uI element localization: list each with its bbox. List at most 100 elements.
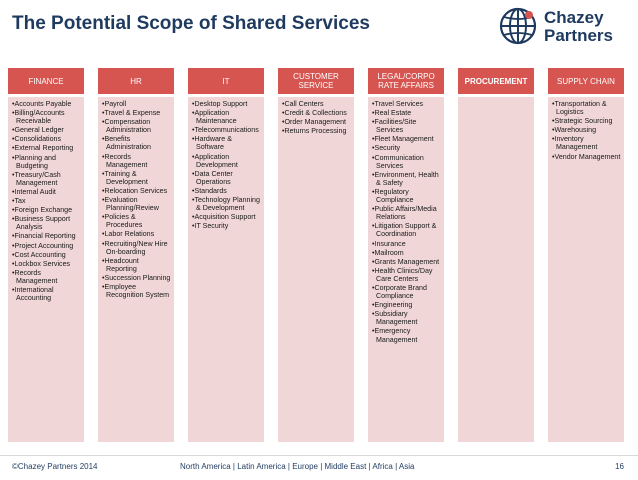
list-item: •Application Development: [192, 152, 238, 169]
column-body: •Travel Services •Real Estate •Facilities/…: [368, 97, 444, 442]
column-heading: IT: [188, 68, 264, 94]
list-item: •IT Security: [192, 222, 229, 231]
list-item: •Records Management: [12, 268, 58, 285]
column-finance: FINANCE •Accounts Payable •Billing/Account…: [8, 68, 84, 442]
list-item: •Standards: [192, 186, 227, 195]
column-body: •Transportation & Logistics •Strategic So…: [548, 97, 624, 442]
column-customer-service: CUSTOMER SERVICE •Call Centers •Credit & C…: [278, 68, 354, 442]
logo-line-1: Chazey: [544, 8, 604, 27]
list-item: •Environment, Health & Safety: [372, 170, 439, 187]
globe-icon: [499, 7, 537, 45]
list-item: •Engineering: [372, 301, 413, 310]
column-heading: CUSTOMER SERVICE: [278, 68, 354, 94]
list-item: •Compensation Administration: [102, 118, 151, 135]
list-item: •Insurance: [372, 239, 406, 248]
list-item: •Mailroom: [372, 248, 404, 257]
list-item: •Internal Audit: [12, 187, 56, 196]
list-item: •Records Management: [102, 152, 148, 169]
list-item: •Recruiting/New Hire On-boarding: [102, 239, 168, 256]
item-list: •Travel Services •Real Estate •Facilities/…: [372, 100, 441, 344]
list-item: •International Accounting: [12, 285, 54, 303]
column-heading: LEGAL/CORPO RATE AFFAIRS: [368, 68, 444, 94]
column-supply-chain: SUPPLY CHAIN •Transportation & Logistics •…: [548, 68, 624, 442]
column-it: IT •Desktop Support •Application Maintenan…: [188, 68, 264, 442]
column-body: [458, 97, 534, 442]
list-item: •Grants Management: [372, 257, 440, 266]
list-item: •Billing/Accounts Receivable: [12, 109, 65, 126]
list-item: •Headcount Reporting: [102, 256, 139, 273]
item-list: •Payroll •Travel & Expense •Compensation A…: [102, 100, 171, 299]
column-procurement: PROCUREMENT: [458, 68, 534, 442]
list-item: •Business Support Analysis: [12, 215, 71, 232]
list-item: •Strategic Sourcing: [552, 117, 613, 126]
list-item: •Relocation Services: [102, 186, 168, 195]
list-item: •Tax: [12, 197, 26, 206]
list-item: •Treasury/Cash Management: [12, 170, 61, 187]
list-item: •Training & Development: [102, 169, 148, 186]
list-item: •Warehousing: [552, 126, 597, 135]
column-body: •Payroll •Travel & Expense •Compensation A…: [98, 97, 174, 442]
list-item: •Facilities/Site Services: [372, 118, 417, 135]
item-list: •Transportation & Logistics •Strategic So…: [552, 100, 621, 161]
list-item: •Emergency Management: [372, 327, 418, 344]
column-heading: FINANCE: [8, 68, 84, 94]
list-item: •Succession Planning: [102, 273, 171, 282]
list-item: •Travel & Expense: [102, 109, 161, 118]
regions-text: North America | Latin America | Europe |…: [180, 462, 415, 471]
list-item: •Corporate Brand Compliance: [372, 283, 427, 301]
list-item: •Evaluation Planning/Review: [102, 196, 159, 213]
list-item: •Cost Accounting: [12, 250, 66, 259]
list-item: •Consolidations: [12, 135, 62, 144]
list-item: •Real Estate: [372, 109, 412, 118]
column-hr: HR •Payroll •Travel & Expense •Compensation…: [98, 68, 174, 442]
list-item: •Payroll: [102, 100, 127, 108]
list-item: •Accounts Payable: [12, 100, 72, 108]
column-legal-corpo-rate-affairs: LEGAL/CORPO RATE AFFAIRS •Travel Services…: [368, 68, 444, 442]
column-body: •Call Centers •Credit & Collections •Order…: [278, 97, 354, 442]
list-item: •Acquisition Support: [192, 213, 256, 222]
list-item: •Security: [372, 144, 401, 153]
list-item: •Foreign Exchange: [12, 206, 73, 215]
list-item: •Planning and Budgeting: [12, 153, 56, 170]
list-item: •Vendor Management: [552, 152, 621, 161]
list-item: •Subsidiary Management: [372, 310, 418, 327]
list-item: •Application Maintenance: [192, 109, 237, 126]
item-list: •Desktop Support •Application Maintenance…: [192, 100, 261, 230]
column-body: •Accounts Payable •Billing/Accounts Recei…: [8, 97, 84, 442]
list-item: •General Ledger: [12, 126, 64, 135]
list-item: •Data Center Operations: [192, 169, 233, 186]
column-body: •Desktop Support •Application Maintenance…: [188, 97, 264, 442]
list-item: •Financial Reporting: [12, 232, 76, 241]
list-item: •Employee Recognition System: [102, 282, 170, 300]
item-list: •Accounts Payable •Billing/Accounts Recei…: [12, 100, 81, 302]
item-list: •Call Centers •Credit & Collections •Order…: [282, 100, 351, 135]
company-logo: Chazey Partners: [498, 6, 630, 50]
list-item: •External Reporting: [12, 144, 74, 153]
logo-wordmark: Chazey Partners: [544, 9, 613, 45]
list-item: •Communication Services: [372, 153, 424, 170]
column-heading: SUPPLY CHAIN: [548, 68, 624, 94]
list-item: •Credit & Collections: [282, 109, 347, 118]
page-title: The Potential Scope of Shared Services: [12, 13, 370, 34]
list-item: •Desktop Support: [192, 100, 248, 108]
list-item: •Call Centers: [282, 100, 324, 108]
column-heading: PROCUREMENT: [458, 68, 534, 94]
copyright-text: ©Chazey Partners 2014: [12, 462, 98, 471]
list-item: •Hardware & Software: [192, 135, 232, 152]
list-item: •Health Clinics/Day Care Centers: [372, 266, 433, 283]
logo-line-2: Partners: [544, 26, 613, 45]
list-item: •Order Management: [282, 118, 346, 127]
list-item: •Technology Planning & Development: [192, 196, 260, 213]
list-item: •Benefits Administration: [102, 135, 151, 152]
list-item: •Inventory Management: [552, 135, 598, 152]
list-item: •Policies & Procedures: [102, 213, 143, 230]
list-item: •Lockbox Services: [12, 259, 71, 268]
column-heading: HR: [98, 68, 174, 94]
list-item: •Travel Services: [372, 100, 424, 108]
list-item: •Project Accounting: [12, 241, 74, 250]
list-item: •Telecommunications: [192, 126, 259, 135]
list-item: •Public Affairs/Media Relations: [372, 205, 437, 222]
page-number: 16: [615, 462, 624, 471]
list-item: •Labor Relations: [102, 230, 155, 239]
list-item: •Transportation & Logistics: [552, 100, 607, 117]
